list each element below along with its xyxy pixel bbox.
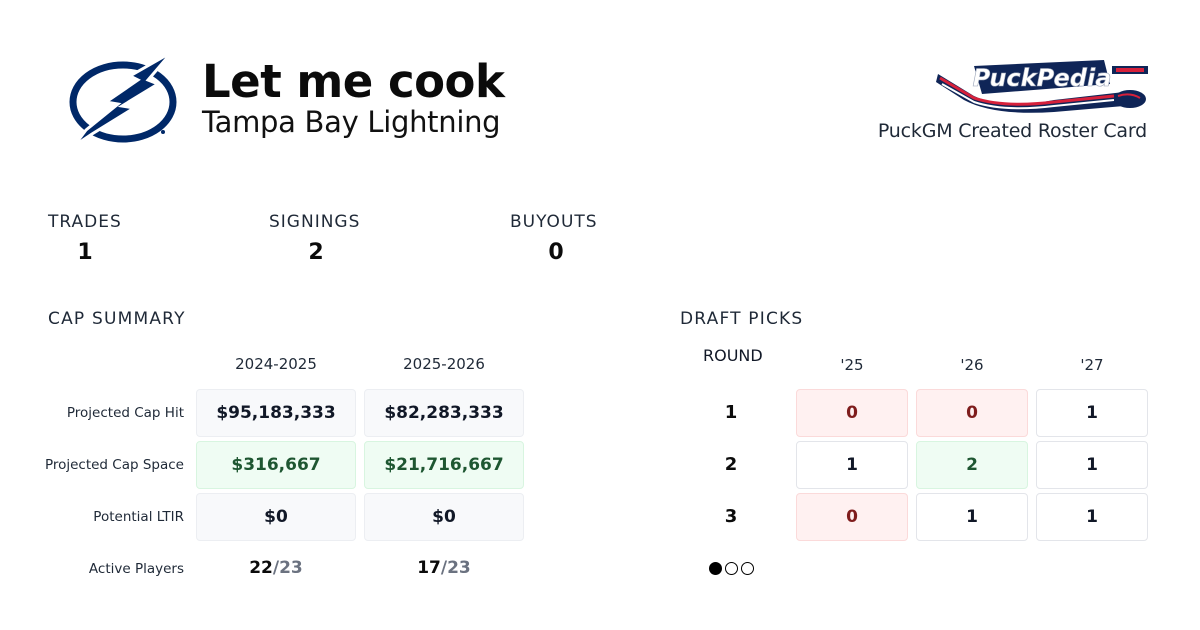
svg-text:PuckPedia: PuckPedia (973, 64, 1112, 92)
pagination-dot-3[interactable] (741, 562, 754, 575)
draft-picks-title: DRAFT PICKS (680, 309, 804, 329)
stat-signings: SIGNINGS 2 (269, 212, 363, 265)
pagination-dots (709, 562, 754, 575)
active-players-value: 17/23 (364, 558, 524, 578)
stat-buyouts: BUYOUTS 0 (510, 212, 602, 265)
active-count: 17 (417, 558, 441, 578)
cap-row-label: Projected Cap Hit (66, 405, 184, 421)
title-block: Let me cook Tampa Bay Lightning (202, 55, 505, 140)
ltir-value: $0 (196, 493, 356, 541)
round-header: ROUND (703, 346, 763, 365)
year-header: '26 (960, 356, 984, 374)
cap-hit-value: $95,183,333 (196, 389, 356, 437)
brand-caption: PuckGM Created Roster Card (877, 120, 1147, 142)
team-name: Tampa Bay Lightning (202, 105, 501, 139)
stat-label: SIGNINGS (269, 212, 361, 232)
ltir-value: $0 (364, 493, 524, 541)
cap-hit-value: $82,283,333 (364, 389, 524, 437)
pagination-dot-1[interactable] (709, 562, 722, 575)
draft-pick-cell: 0 (916, 389, 1028, 437)
round-number: 3 (724, 506, 738, 527)
draft-pick-cell: 1 (1036, 493, 1148, 541)
stat-trades: TRADES 1 (48, 212, 122, 265)
pagination-dot-2[interactable] (725, 562, 738, 575)
cap-space-value: $316,667 (196, 441, 356, 489)
card-title: Let me cook (202, 55, 505, 108)
active-max: /23 (272, 558, 303, 578)
year-header: '25 (840, 356, 864, 374)
year-header: '27 (1080, 356, 1104, 374)
active-max: /23 (440, 558, 471, 578)
season-header: 2024-2025 (235, 355, 317, 373)
cap-row-label: Active Players (88, 561, 184, 577)
cap-space-value: $21,716,667 (364, 441, 524, 489)
active-count: 22 (249, 558, 273, 578)
stat-label: TRADES (48, 212, 122, 232)
draft-pick-cell: 0 (796, 389, 908, 437)
puckpedia-logo-icon: PuckPedia (936, 60, 1148, 113)
cap-summary-title: CAP SUMMARY (48, 309, 186, 329)
tampa-bay-lightning-logo-icon (69, 50, 177, 148)
season-header: 2025-2026 (403, 355, 485, 373)
stat-value: 0 (548, 240, 564, 265)
stat-label: BUYOUTS (510, 212, 598, 232)
active-players-value: 22/23 (196, 558, 356, 578)
round-number: 2 (724, 454, 738, 475)
stat-value: 2 (308, 240, 324, 265)
cap-row-label: Projected Cap Space (44, 457, 184, 473)
round-number: 1 (724, 402, 738, 423)
draft-pick-cell: 1 (916, 493, 1028, 541)
draft-pick-cell: 2 (916, 441, 1028, 489)
draft-pick-cell: 0 (796, 493, 908, 541)
stat-value: 1 (77, 240, 93, 265)
draft-pick-cell: 1 (1036, 389, 1148, 437)
draft-pick-cell: 1 (796, 441, 908, 489)
cap-row-label: Potential LTIR (93, 509, 184, 525)
draft-pick-cell: 1 (1036, 441, 1148, 489)
